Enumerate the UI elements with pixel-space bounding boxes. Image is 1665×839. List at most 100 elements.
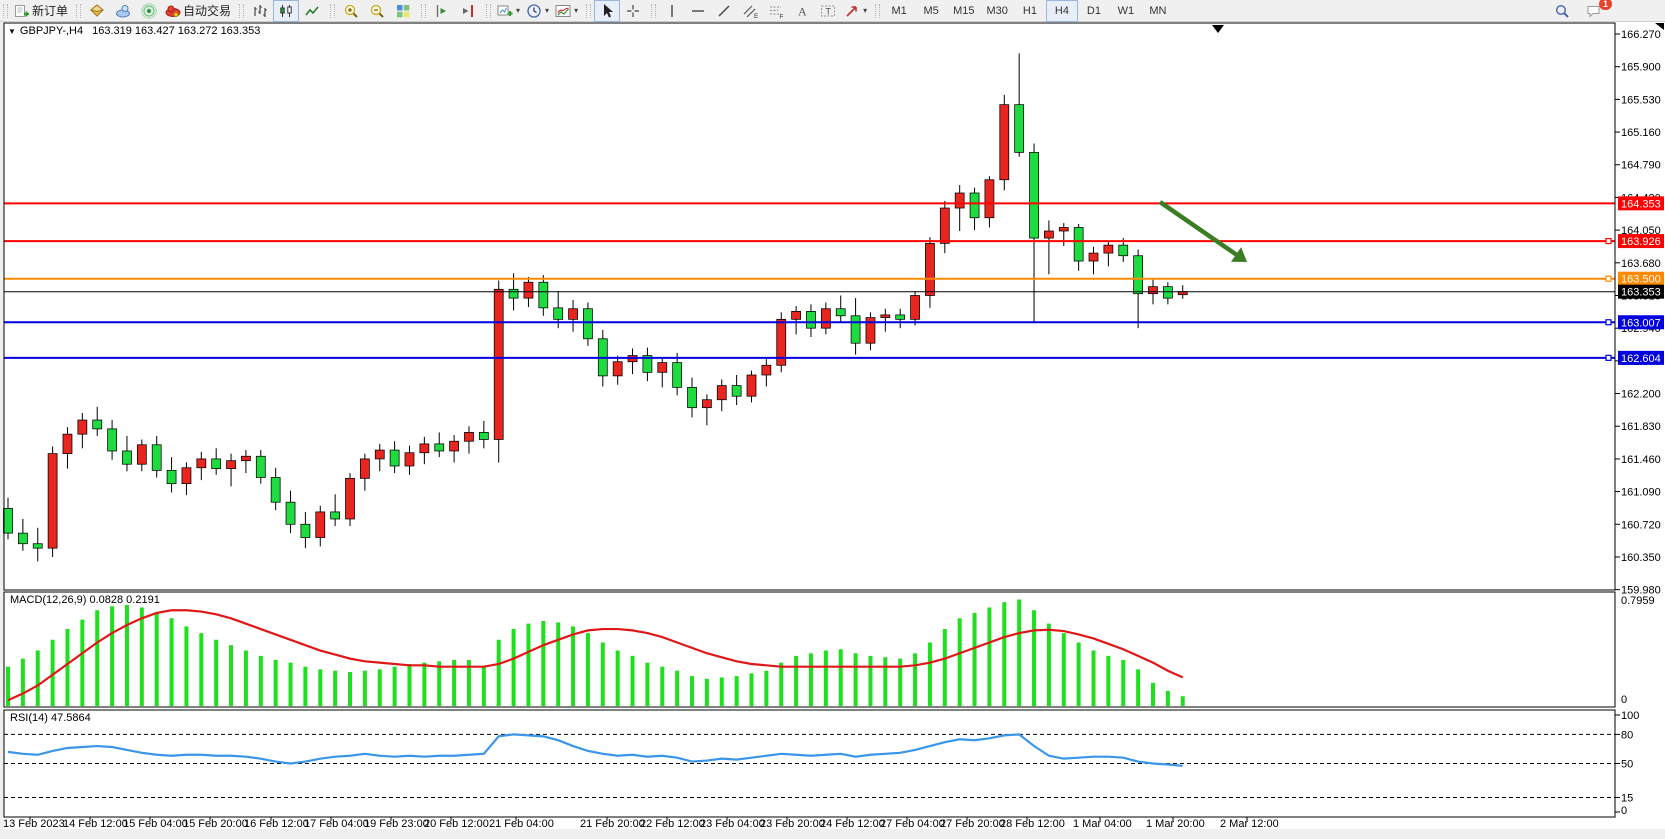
- new-order-button[interactable]: 新订单: [11, 0, 71, 22]
- fibonacci-button[interactable]: [763, 0, 789, 22]
- time-tick-label: 21 Feb 04:00: [489, 818, 554, 830]
- timeframe-h4-button-label: H4: [1054, 4, 1069, 17]
- toolbar-group-6: [583, 0, 648, 22]
- timeframe-m1-button[interactable]: M1: [883, 0, 915, 22]
- chart-shift-marker[interactable]: [1212, 25, 1224, 33]
- autotrading-button[interactable]: 自动交易: [162, 0, 234, 22]
- timeframe-d1-button[interactable]: D1: [1078, 0, 1110, 22]
- timeframe-h4-button[interactable]: H4: [1045, 0, 1078, 22]
- zoom-out-button[interactable]: [364, 0, 390, 22]
- text-label-button[interactable]: [815, 0, 841, 22]
- time-tick-label: 19 Feb 23:00: [364, 818, 429, 830]
- horizontal-line-163.500[interactable]: [4, 275, 1615, 282]
- zoom-in-button[interactable]: [338, 0, 364, 22]
- toolbar-group-4: [418, 0, 483, 22]
- line-handle[interactable]: [1605, 237, 1612, 245]
- timeframe-mn-button[interactable]: MN: [1142, 0, 1174, 22]
- indicators-button[interactable]: ▾: [552, 0, 581, 22]
- auto-scroll-button[interactable]: [455, 0, 481, 22]
- timeframe-w1-button[interactable]: W1: [1110, 0, 1142, 22]
- new-chart-button[interactable]: ▾: [494, 0, 523, 22]
- search-button[interactable]: [1549, 0, 1575, 22]
- fibonacci-icon: [768, 3, 784, 19]
- time-tick-label: 20 Feb 12:00: [424, 818, 489, 830]
- vertical-line-button[interactable]: [659, 0, 685, 22]
- charts-bar-button[interactable]: [84, 0, 110, 22]
- price-tick-label: 161.460: [1621, 454, 1661, 466]
- candlestick-chart-type-button[interactable]: [273, 0, 300, 22]
- chevron-down-icon[interactable]: ▾: [545, 6, 550, 15]
- toolbar-group-0: 新订单: [0, 0, 73, 22]
- horizontal-line-162.604[interactable]: [4, 354, 1615, 361]
- autotrading-button-label: 自动交易: [183, 4, 232, 18]
- signal-button[interactable]: [136, 0, 162, 22]
- toolbar-right: 1: [1549, 0, 1612, 22]
- main-chart-panel[interactable]: [3, 22, 1665, 591]
- scale-corner-marker: [1655, 23, 1664, 30]
- timeframe-m15-button[interactable]: M15: [947, 0, 980, 22]
- line-chart-type-button[interactable]: [299, 0, 325, 22]
- macd-signal-line: [7, 609, 1184, 702]
- data-window-button[interactable]: [110, 0, 136, 22]
- timeframe-mn-button-label: MN: [1149, 4, 1167, 17]
- chart-shift-button[interactable]: [429, 0, 455, 22]
- crosshair-button[interactable]: [620, 0, 646, 22]
- timeframe-m30-button[interactable]: M30: [981, 0, 1014, 22]
- timeframe-m5-button[interactable]: M5: [915, 0, 947, 22]
- time-tick-label: 27 Feb 04:00: [880, 818, 945, 830]
- indicators-icon: [555, 3, 571, 19]
- text-button[interactable]: [789, 0, 815, 22]
- price-tick-label: 161.830: [1621, 421, 1661, 433]
- rsi-tick-label: 100: [1621, 710, 1639, 722]
- search-icon: [1554, 3, 1570, 19]
- timeframe-h1-button[interactable]: H1: [1014, 0, 1046, 22]
- timeframe-d1-button-label: D1: [1086, 4, 1101, 17]
- svg-text:163.500: 163.500: [1621, 274, 1661, 286]
- chat-button[interactable]: 1: [1581, 0, 1612, 22]
- profiles-button[interactable]: ▾: [523, 0, 552, 22]
- price-tick-label: 162.200: [1621, 389, 1661, 401]
- window-chrome: [0, 22, 1665, 839]
- bar-chart-icon: [252, 3, 268, 19]
- time-tick-label: 13 Feb 2023: [3, 818, 65, 830]
- trendline-button[interactable]: [711, 0, 737, 22]
- line-handle[interactable]: [1605, 319, 1612, 326]
- chevron-down-icon[interactable]: ▾: [574, 6, 579, 15]
- time-tick-label: 28 Feb 12:00: [1000, 818, 1065, 830]
- tile-windows-button[interactable]: [390, 0, 416, 22]
- line-chart-icon: [304, 3, 320, 19]
- macd-panel[interactable]: 0.7959 0: [3, 591, 1655, 708]
- macd-min-label: 0: [1621, 694, 1627, 706]
- rsi-line: [7, 733, 1183, 767]
- arrows-tool-button[interactable]: ▾: [841, 0, 870, 22]
- time-tick-label: 27 Feb 20:00: [940, 818, 1005, 830]
- price-tick-label: 164.790: [1621, 160, 1661, 172]
- cursor-button[interactable]: [594, 0, 621, 22]
- time-tick-label: 21 Feb 20:00: [580, 818, 645, 830]
- new-chart-icon: [497, 3, 513, 19]
- time-tick-label: 17 Feb 04:00: [304, 818, 369, 830]
- chart-shift-icon: [434, 3, 450, 19]
- price-label-163.926: 163.926: [1618, 234, 1664, 249]
- toolbar-group-8: M1 M5 M15 M30 H1 H4 D1 W1 MN: [872, 0, 1176, 22]
- svg-text:163.926: 163.926: [1621, 236, 1661, 248]
- chart-menu-icon[interactable]: ▼: [8, 27, 16, 36]
- price-axis[interactable]: 166.270165.900165.530165.160164.790164.4…: [1615, 29, 1664, 597]
- line-handle[interactable]: [1605, 354, 1612, 361]
- bar-chart-type-button[interactable]: [247, 0, 273, 22]
- chevron-down-icon[interactable]: ▾: [516, 6, 521, 15]
- horizontal-line-163.007[interactable]: [4, 319, 1615, 326]
- line-handle[interactable]: [1605, 275, 1612, 282]
- equidistant-channel-button[interactable]: [737, 0, 763, 22]
- chevron-down-icon[interactable]: ▾: [863, 6, 868, 15]
- horizontal-line-button[interactable]: [685, 0, 711, 22]
- horizontal-line-163.926[interactable]: [4, 237, 1615, 245]
- rsi-panel[interactable]: 100 80 50 150: [3, 709, 1639, 818]
- candlestick-icon: [278, 3, 294, 19]
- channel-icon: [742, 3, 758, 19]
- trendline-icon: [716, 3, 732, 19]
- zoom-in-icon: [343, 3, 359, 19]
- trend-arrow-object[interactable]: [1158, 200, 1247, 262]
